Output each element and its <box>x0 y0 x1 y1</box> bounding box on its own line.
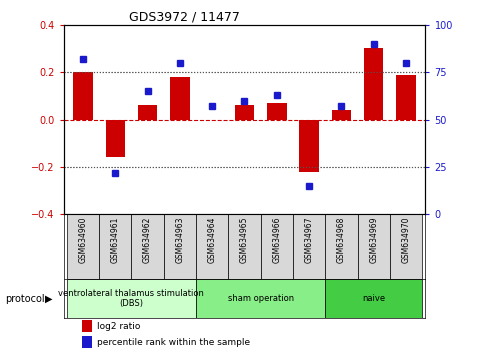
Text: GSM634960: GSM634960 <box>78 216 87 263</box>
Text: GSM634961: GSM634961 <box>111 216 120 263</box>
Bar <box>292 214 325 279</box>
Bar <box>67 279 196 318</box>
Text: sham operation: sham operation <box>227 294 293 303</box>
Bar <box>357 214 389 279</box>
Text: naive: naive <box>362 294 385 303</box>
Text: GSM634966: GSM634966 <box>272 216 281 263</box>
Bar <box>196 279 325 318</box>
Bar <box>396 75 415 120</box>
Bar <box>73 72 92 120</box>
Bar <box>131 214 163 279</box>
Bar <box>299 120 318 172</box>
Bar <box>331 110 350 120</box>
Text: percentile rank within the sample: percentile rank within the sample <box>97 338 250 347</box>
Text: GSM634970: GSM634970 <box>401 216 410 263</box>
Text: protocol: protocol <box>5 294 44 304</box>
Bar <box>105 120 125 158</box>
Bar <box>234 105 254 120</box>
Text: GSM634962: GSM634962 <box>143 216 152 263</box>
Text: ▶: ▶ <box>45 294 53 304</box>
Text: GSM634968: GSM634968 <box>336 216 345 263</box>
Text: GSM634969: GSM634969 <box>368 216 377 263</box>
Bar <box>81 336 92 348</box>
Bar <box>67 214 99 279</box>
Text: GSM634963: GSM634963 <box>175 216 184 263</box>
Bar <box>228 214 260 279</box>
Bar <box>325 279 421 318</box>
Bar <box>81 320 92 332</box>
Bar <box>99 214 131 279</box>
Bar <box>138 105 157 120</box>
Text: GSM634964: GSM634964 <box>207 216 216 263</box>
Bar <box>266 103 286 120</box>
Bar <box>196 214 228 279</box>
Text: ventrolateral thalamus stimulation
(DBS): ventrolateral thalamus stimulation (DBS) <box>59 289 204 308</box>
Bar <box>325 214 357 279</box>
Text: GSM634967: GSM634967 <box>304 216 313 263</box>
Text: GDS3972 / 11477: GDS3972 / 11477 <box>128 11 239 24</box>
Bar <box>170 77 189 120</box>
Bar <box>163 214 196 279</box>
Bar <box>389 214 421 279</box>
Text: log2 ratio: log2 ratio <box>97 321 141 331</box>
Text: GSM634965: GSM634965 <box>240 216 248 263</box>
Bar <box>363 48 383 120</box>
Bar <box>260 214 292 279</box>
